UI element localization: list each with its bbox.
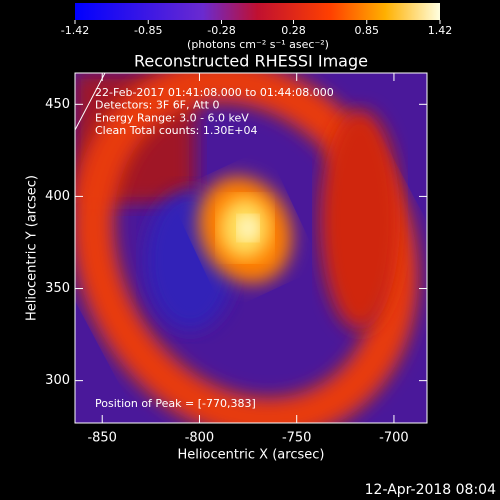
y-tick-label: 400	[45, 189, 70, 204]
annotation: Energy Range: 3.0 - 6.0 keV	[95, 111, 249, 124]
chart-title: Reconstructed RHESSI Image	[134, 52, 368, 71]
colorbar-tick-label: -0.85	[134, 24, 162, 37]
annotation: 22-Feb-2017 01:41:08.000 to 01:44:08.000	[95, 86, 334, 99]
x-axis-label: Heliocentric X (arcsec)	[178, 448, 325, 463]
x-tick-label: -850	[87, 431, 117, 446]
plot-frame	[74, 72, 428, 424]
y-tick-label: 350	[45, 281, 70, 296]
y-axis-label: Heliocentric Y (arcsec)	[25, 175, 40, 321]
colorbar-tick-label: 1.42	[428, 24, 453, 37]
footer: 12-Apr-2018 08:04	[365, 482, 496, 498]
peak-label: Position of Peak = [-770,383]	[95, 397, 256, 410]
x-tick-label: -700	[379, 431, 409, 446]
y-tick-label: 450	[45, 97, 70, 112]
heatmap-image	[75, 73, 427, 423]
x-tick-label: -750	[282, 431, 312, 446]
colorbar	[75, 3, 440, 20]
x-tick-label: -800	[185, 431, 215, 446]
annotation: Detectors: 3F 6F, Att 0	[95, 99, 219, 112]
colorbar-tick-label: 0.28	[281, 24, 306, 37]
colorbar-tick-label: -0.28	[207, 24, 235, 37]
annotation: Clean Total counts: 1.30E+04	[95, 124, 258, 137]
colorbar-tick-label: -1.42	[61, 24, 89, 37]
colorbar-label: (photons cm⁻² s⁻¹ asec⁻²)	[187, 38, 329, 51]
colorbar-tick-label: 0.85	[354, 24, 379, 37]
y-tick-label: 300	[45, 373, 70, 388]
